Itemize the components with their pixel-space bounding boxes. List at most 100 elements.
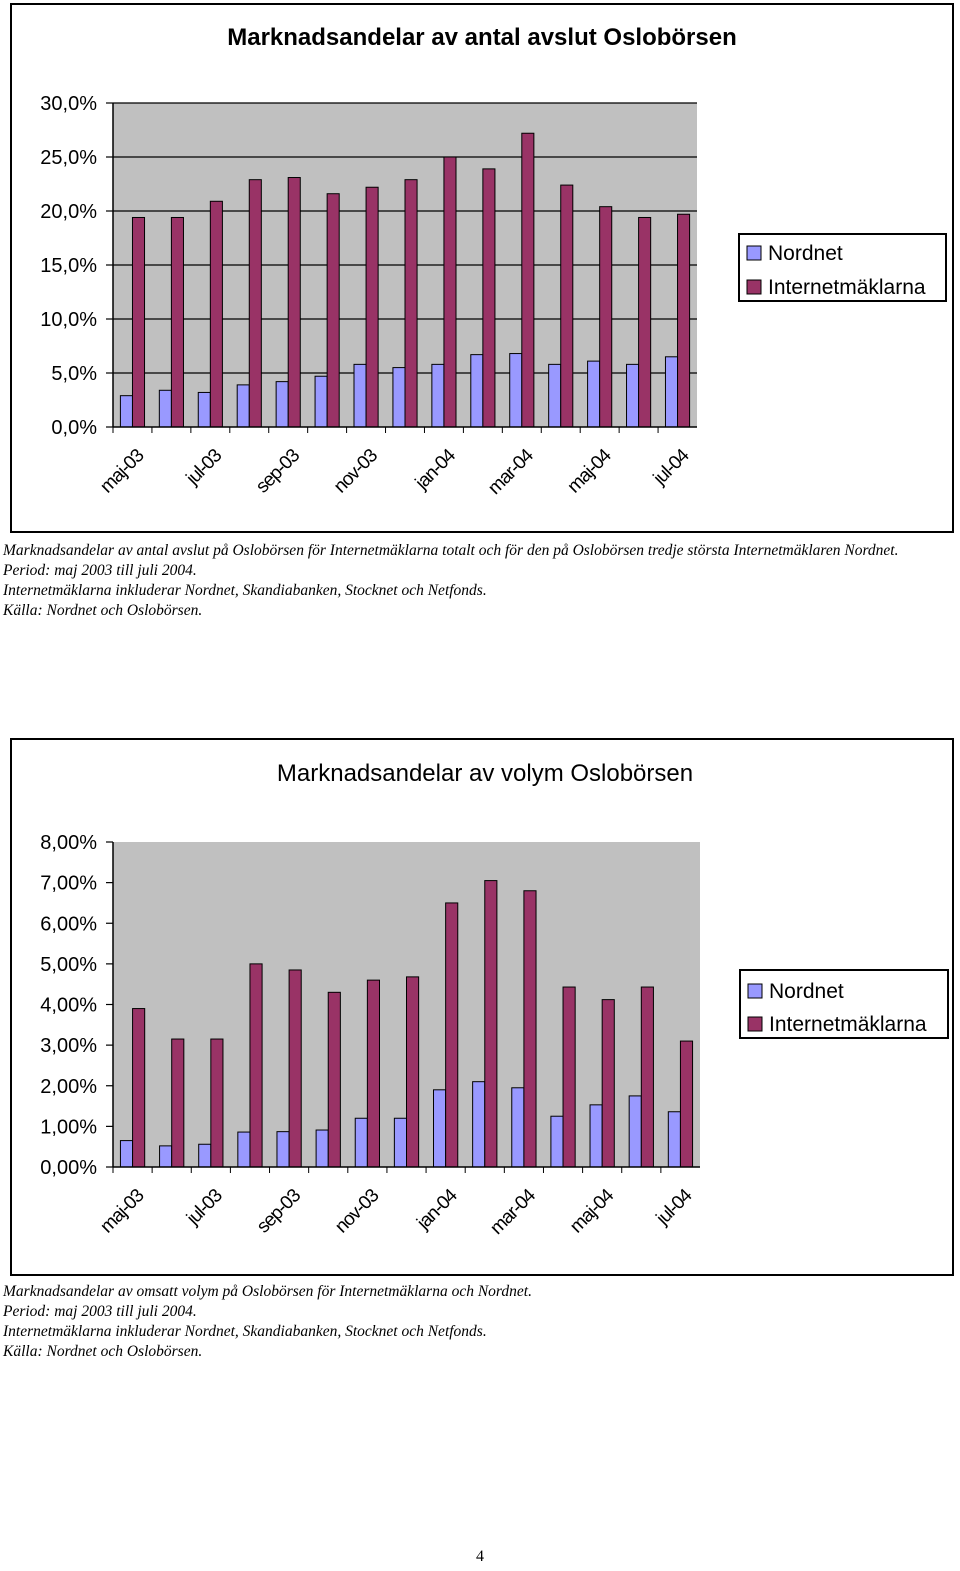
y-tick-label: 25,0% [40,147,97,169]
bar-internetmaklarna [366,979,380,1168]
bar-nordnet [587,360,601,428]
bar-nordnet [550,1115,564,1168]
bar-nordnet [237,1131,251,1168]
bar-internetmaklarna [406,976,420,1168]
y-tick-label: 0,00% [40,1157,97,1179]
y-tick-label: 8,00% [40,832,97,854]
x-tick-label: maj-03 [96,445,148,497]
caption-period: Period: maj 2003 till juli 2004. [3,562,197,579]
bar-internetmaklarna [131,216,146,428]
bar-nordnet [511,1087,525,1168]
bar-nordnet [197,391,211,428]
legend-box [739,969,949,1039]
y-tick-label: 20,0% [40,201,97,223]
bar-nordnet [159,1145,173,1168]
chart-title: Marknadsandelar av antal avslut Oslobörs… [227,24,737,51]
y-tick-label: 0,0% [51,417,97,439]
bar-internetmaklarna [171,1038,185,1168]
bar-internetmaklarna [170,216,184,428]
legend-swatch [747,1016,763,1032]
y-tick-label: 4,00% [40,995,97,1017]
bar-nordnet [119,1140,134,1168]
bar-internetmaklarna [327,991,341,1168]
x-tick-label: jul-04 [649,445,694,490]
y-tick-label: 7,00% [40,873,97,895]
bar-nordnet [315,1129,329,1168]
legend-swatch [746,245,762,261]
x-tick-label: maj-04 [566,1185,619,1238]
bar-internetmaklarna [677,213,691,428]
bar-internetmaklarna [601,999,615,1168]
bar-nordnet [431,363,445,428]
bar-nordnet [275,381,289,428]
bar-internetmaklarna [209,200,223,428]
caption-includes: Internetmäklarna inkluderar Nordnet, Ska… [3,1323,487,1340]
caption-source: Källa: Nordnet och Oslobörsen. [3,1343,203,1360]
x-tick-label: jan-04 [411,445,461,495]
bar-internetmaklarna [445,902,459,1168]
bar-internetmaklarna [288,969,302,1168]
x-tick-label: jul-03 [182,1185,226,1229]
caption-period: Period: maj 2003 till juli 2004. [3,1303,197,1320]
y-tick-label: 1,00% [40,1116,97,1138]
legend-label: Nordnet [768,242,843,265]
chart-antal-avslut-svg: Marknadsandelar av antal avslut Oslobörs… [40,24,947,499]
x-tick-label: nov-03 [331,1185,383,1237]
bar-nordnet [433,1089,447,1168]
legend-label: Internetmäklarna [769,1013,927,1036]
bar-internetmaklarna [523,890,537,1168]
bar-nordnet [236,384,250,428]
bar-internetmaklarna [248,179,262,428]
bar-nordnet [667,1111,681,1168]
bar-nordnet [470,354,484,428]
bar-nordnet [158,389,172,428]
bar-internetmaklarna [404,179,418,428]
bar-nordnet [392,367,406,428]
caption-line: Marknadsandelar av antal avslut på Oslob… [3,542,899,559]
legend-swatch [746,279,762,295]
legend-swatch [747,983,763,999]
bar-nordnet [589,1104,603,1168]
x-tick-label: mar-04 [486,1185,540,1239]
y-tick-label: 6,00% [40,913,97,935]
x-tick-label: jul-04 [652,1185,697,1230]
legend-label: Nordnet [769,980,844,1003]
y-tick-label: 30,0% [40,93,97,115]
bar-internetmaklarna [365,186,379,428]
caption-volym: Marknadsandelar av omsatt volym på Oslob… [3,1282,532,1362]
caption-source: Källa: Nordnet och Oslobörsen. [3,602,203,619]
bar-nordnet [198,1143,212,1168]
bar-nordnet [314,375,328,428]
bar-nordnet [548,363,562,428]
bar-internetmaklarna [249,963,263,1168]
chart-antal-avslut: Marknadsandelar av antal avslut Oslobörs… [10,3,954,533]
bar-internetmaklarna [482,168,496,428]
caption-includes: Internetmäklarna inkluderar Nordnet, Ska… [3,582,487,599]
bar-internetmaklarna [599,206,613,428]
bar-nordnet [393,1117,407,1168]
bar-internetmaklarna [210,1038,224,1168]
bar-nordnet [353,363,367,428]
chart-volym-svg: Marknadsandelar av volym Oslobörsen 0,00%… [40,760,949,1239]
bar-internetmaklarna [521,132,535,428]
bar-internetmaklarna [132,1008,146,1168]
caption-line: Marknadsandelar av omsatt volym på Oslob… [3,1283,532,1300]
bar-nordnet [664,356,679,428]
bar-internetmaklarna [638,216,652,428]
x-tick-label: sep-03 [252,445,304,497]
y-tick-label: 5,00% [40,954,97,976]
x-tick-label: jan-04 [413,1185,463,1235]
bar-internetmaklarna [562,986,576,1168]
bar-nordnet [626,363,640,428]
bar-internetmaklarna [326,193,340,428]
y-tick-label: 5,0% [51,363,97,385]
bar-internetmaklarna [484,880,498,1168]
bar-internetmaklarna [679,1040,694,1168]
x-tick-label: sep-03 [253,1185,305,1237]
page-number: 4 [476,1548,484,1565]
y-tick-label: 2,00% [40,1076,97,1098]
y-tick-label: 15,0% [40,255,97,277]
bar-nordnet [354,1117,368,1168]
bar-nordnet [509,353,523,428]
x-tick-label: nov-03 [330,445,382,497]
